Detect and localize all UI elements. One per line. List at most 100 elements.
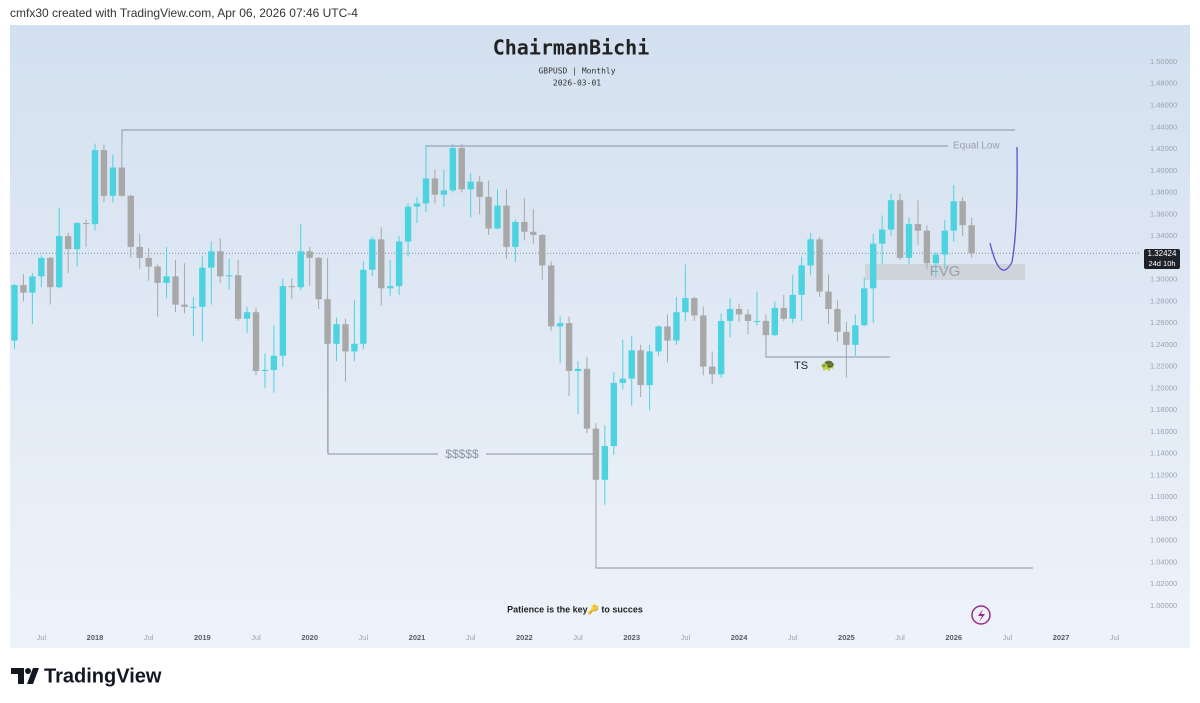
candle-body: [762, 320, 770, 336]
candle-body: [726, 308, 734, 321]
tv-logo-v: [27, 668, 39, 684]
candle-body: [369, 239, 376, 270]
candle-body: [673, 312, 680, 341]
equal-low-label: Equal Low: [953, 141, 1000, 152]
candle-body: [118, 167, 126, 196]
candle-body: [941, 230, 948, 255]
y-tick-label: 1.44000: [1150, 122, 1177, 131]
ts-label: TS: [794, 360, 808, 372]
candle-body: [583, 368, 591, 429]
candle-body: [73, 223, 81, 250]
candle-body: [11, 285, 18, 341]
candle-body: [217, 251, 224, 277]
y-tick-label: 1.12000: [1150, 470, 1177, 479]
candle-body: [592, 428, 600, 480]
chart-background: [10, 25, 1190, 648]
candle-body: [136, 246, 143, 258]
candle-body: [360, 269, 367, 344]
y-tick-label: 1.10000: [1150, 492, 1177, 501]
candle-body: [91, 150, 99, 225]
candle-body: [225, 275, 233, 277]
chart-subtitle: GBPUSD | Monthly: [538, 67, 615, 76]
tv-logo-dot: [25, 668, 31, 674]
candle-body: [378, 239, 385, 289]
candle-body: [145, 257, 152, 267]
candle-body: [780, 307, 787, 319]
y-tick-label: 1.40000: [1150, 166, 1177, 175]
candle-body: [315, 257, 322, 300]
candle-body: [172, 276, 179, 305]
candle-body: [905, 224, 913, 258]
candle-body: [306, 251, 313, 258]
turtle-icon: 🐢: [821, 358, 836, 372]
candle-body: [789, 294, 796, 319]
candle-body: [404, 206, 412, 242]
candle-body: [619, 378, 626, 383]
candle-body: [601, 446, 609, 480]
candle-body: [664, 326, 671, 341]
y-tick-label: 1.00000: [1150, 601, 1177, 610]
projection-curve: [989, 146, 1018, 271]
candle-body: [887, 200, 895, 230]
header-text: cmfx30 created with TradingView.com, Apr…: [10, 6, 358, 20]
x-tick-label: Jul: [681, 633, 691, 642]
candle-body: [127, 195, 134, 247]
candle-body: [56, 236, 63, 288]
candle-body: [458, 147, 465, 190]
candle-body: [878, 229, 886, 244]
y-tick-label: 1.16000: [1150, 427, 1177, 436]
candle-body: [547, 265, 555, 327]
lightning-icon: [971, 605, 991, 625]
candle-body: [163, 276, 170, 283]
candle-layer: [11, 129, 975, 568]
candle-body: [896, 200, 904, 258]
candle-body: [270, 355, 278, 370]
fvg-label: FVG: [930, 263, 961, 280]
candle-body: [449, 147, 456, 191]
y-tick-label: 1.48000: [1150, 79, 1177, 88]
y-tick-label: 1.04000: [1150, 557, 1177, 566]
candle-body: [539, 234, 546, 266]
footer-logo: TradingView: [44, 665, 162, 687]
candle-body: [682, 298, 689, 313]
candle-body: [700, 315, 707, 367]
candle-body: [82, 223, 90, 225]
y-tick-label: 1.24000: [1150, 340, 1177, 349]
candle-body: [753, 320, 761, 322]
candle-body: [288, 286, 295, 288]
y-tick-label: 1.26000: [1150, 318, 1177, 327]
candle-body: [261, 369, 269, 371]
y-tick-label: 1.50000: [1150, 57, 1177, 66]
patience-note: Patience is the key🔑 to succes: [507, 603, 643, 615]
candle-body: [279, 286, 287, 356]
candle-body: [467, 181, 474, 190]
y-tick-label: 1.36000: [1150, 209, 1177, 218]
candle-body: [395, 241, 403, 287]
countdown-label: 24d 10h: [1148, 259, 1175, 268]
candle-body: [959, 201, 966, 226]
candle-body: [834, 308, 841, 332]
candle-body: [807, 239, 814, 266]
x-tick-label: Jul: [144, 633, 154, 642]
y-tick-label: 1.30000: [1150, 275, 1177, 284]
y-tick-label: 1.18000: [1150, 405, 1177, 414]
x-tick-label: Jul: [1003, 633, 1013, 642]
candle-body: [252, 312, 260, 371]
candle-body: [717, 320, 725, 375]
tv-logo-icon: [11, 668, 39, 684]
candle-body: [870, 243, 877, 289]
candle-body: [637, 350, 644, 386]
x-tick-label: Jul: [788, 633, 798, 642]
candle-body: [503, 205, 510, 247]
x-tick-label: 2022: [516, 633, 533, 642]
candle-body: [485, 196, 492, 229]
chart-date: 2026-03-01: [553, 79, 601, 88]
x-tick-label: 2027: [1053, 633, 1070, 642]
candle-body: [190, 306, 197, 308]
y-tick-label: 1.20000: [1150, 383, 1177, 392]
candle-body: [843, 331, 850, 345]
y-tick-label: 1.28000: [1150, 296, 1177, 305]
x-tick-label: 2026: [945, 633, 962, 642]
candle-body: [208, 251, 215, 268]
x-tick-label: Jul: [573, 633, 583, 642]
